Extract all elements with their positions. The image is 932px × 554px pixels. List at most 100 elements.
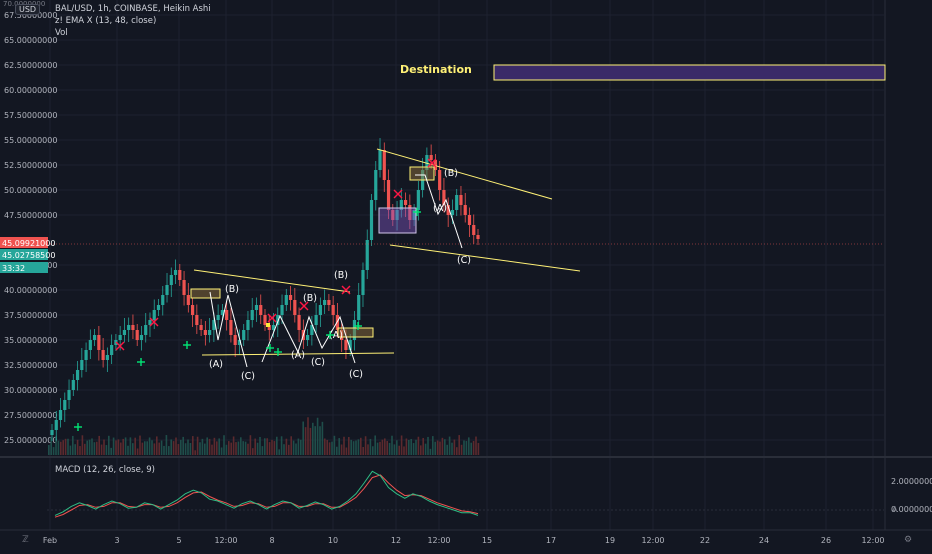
volume-bar: [304, 427, 307, 455]
currency-badge[interactable]: USD: [15, 4, 41, 15]
volume-bar: [446, 444, 448, 455]
candle-body: [50, 430, 54, 435]
volume-bar: [290, 436, 292, 455]
volume-bar: [326, 439, 328, 455]
volume-bar: [165, 435, 168, 455]
candle-body: [203, 330, 207, 335]
candle-body: [208, 330, 212, 335]
volume-bar: [388, 442, 391, 455]
candle-body: [93, 335, 97, 340]
volume-bar: [367, 444, 369, 455]
volume-bar: [379, 441, 381, 455]
volume-bar: [369, 438, 372, 455]
volume-bar: [458, 435, 460, 455]
candle-body: [259, 305, 263, 315]
volume-bar: [427, 436, 429, 455]
candle-body: [148, 320, 152, 325]
auto-scale-button[interactable]: A: [892, 505, 898, 514]
volume-bar: [338, 438, 340, 455]
volume-bar: [456, 447, 458, 455]
wave-label: (C): [457, 255, 471, 266]
annotations: Destination (B) (A) (C) (B) (A) (C) (B) (A) (C) (B…: [74, 63, 886, 431]
candle-body: [369, 200, 374, 240]
candle-body: [378, 150, 382, 170]
volume-bar: [276, 436, 278, 455]
volume-bar: [127, 445, 129, 455]
volume-legend[interactable]: Vol: [55, 28, 68, 38]
volume-bar: [408, 439, 410, 455]
volume-bar: [211, 444, 213, 455]
volume-bar: [225, 444, 228, 455]
volume-bar: [100, 444, 103, 455]
candle-body: [139, 335, 144, 340]
sell-cross-marker: [267, 313, 277, 323]
volume-bar: [381, 439, 384, 455]
volume-bar: [168, 446, 170, 455]
candle-body: [335, 315, 340, 330]
volume-bar: [259, 436, 261, 455]
volume-bar: [374, 435, 376, 455]
candle-body: [195, 315, 199, 325]
volume-bar: [220, 447, 223, 455]
volume-bar: [422, 437, 424, 455]
volume-bar: [194, 450, 196, 455]
volume-bar: [96, 441, 98, 455]
candle-body: [288, 295, 293, 300]
volume-bar: [376, 442, 379, 455]
y-tick-label: 25.00000000: [4, 436, 57, 445]
candle-body: [472, 225, 476, 235]
x-tick-label: 22: [700, 536, 710, 545]
volume-bar: [405, 438, 408, 455]
volume-bar: [60, 441, 62, 455]
volume-bar: [242, 441, 244, 455]
volume-bar: [146, 441, 148, 455]
settings-gear-icon[interactable]: ⚙: [904, 535, 913, 545]
y-tick-label: 55.00000000: [4, 136, 57, 145]
volume-bar: [357, 439, 360, 455]
price-tag-text: 45.02758500: [2, 251, 55, 260]
candle-body: [182, 280, 186, 295]
volume-bar: [348, 437, 350, 455]
x-tick-label: 19: [605, 536, 615, 545]
candle-body: [438, 170, 442, 190]
volume-bar: [307, 417, 309, 455]
candle-body: [152, 310, 156, 320]
volume-bar: [300, 439, 302, 455]
candle-body: [357, 295, 361, 320]
macd-legend[interactable]: MACD (12, 26, close, 9): [55, 465, 155, 475]
candle-body: [382, 150, 386, 180]
candle-body: [348, 340, 352, 350]
volume-bar: [453, 439, 456, 455]
candle-body: [135, 330, 139, 340]
wave-path: [415, 174, 463, 249]
candle-body: [442, 190, 446, 205]
volume-bar: [398, 445, 400, 455]
volume-bar: [148, 437, 151, 455]
volume-bar: [266, 438, 268, 455]
x-tick-label: 12:00: [214, 536, 237, 545]
volume-bar: [91, 438, 93, 455]
volume-bar: [196, 436, 199, 455]
volume-bars: [48, 417, 480, 455]
wave-label: (C): [241, 371, 255, 382]
wave-path: [261, 314, 356, 364]
price-tag-bg: [0, 249, 48, 260]
volume-bar: [189, 442, 192, 455]
candle-body: [156, 305, 161, 310]
candle-body: [455, 195, 459, 210]
symbol-legend[interactable]: BAL/USD, 1h, COINBASE, Heikin Ashi: [55, 4, 211, 14]
candle-body: [101, 350, 105, 360]
candle-body: [408, 205, 412, 220]
price-tag-text: 45.09921000: [2, 239, 55, 248]
candle-body: [75, 370, 80, 380]
highlight-box: [409, 166, 435, 181]
volume-bar: [350, 439, 352, 455]
ema-indicator-legend[interactable]: z! EMA X (13, 48, close): [55, 16, 157, 26]
candle-body: [110, 345, 114, 355]
candle-body: [84, 350, 88, 360]
volume-bar: [134, 437, 136, 455]
volume-bar: [331, 441, 333, 455]
volume-bar: [52, 447, 55, 455]
